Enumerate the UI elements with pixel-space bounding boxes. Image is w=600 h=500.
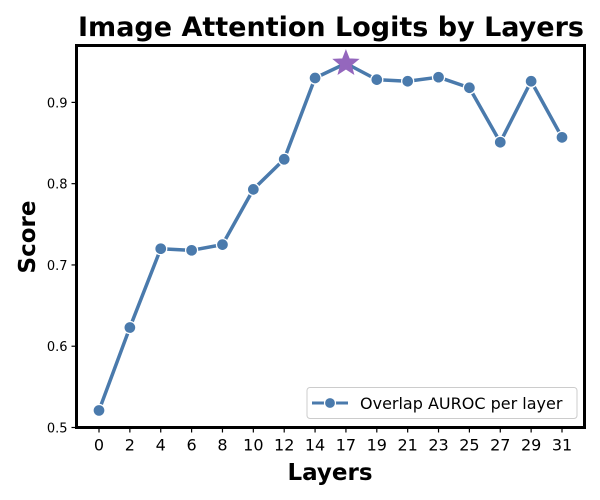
x-axis-label: Layers <box>287 460 372 486</box>
y-tick-label: 0.5 <box>47 422 68 437</box>
x-tick-label: 12 <box>274 436 294 455</box>
x-tick-label: 19 <box>367 436 387 455</box>
x-tick-label: 17 <box>336 436 356 455</box>
data-point <box>524 74 538 88</box>
x-tick-label: 0 <box>94 436 104 455</box>
data-point <box>277 152 291 166</box>
data-point <box>462 81 477 95</box>
x-tick-label: 27 <box>490 436 510 455</box>
x-axis-ticks: 0 2 4 6 8 10 12 14 17 19 21 23 25 27 29 31 <box>94 427 572 455</box>
x-tick-label: 8 <box>217 436 227 455</box>
legend: Overlap AUROC per layer <box>306 387 578 419</box>
x-tick-label: 4 <box>156 436 166 455</box>
x-tick-label: 21 <box>397 436 417 455</box>
data-point <box>370 72 384 87</box>
x-tick-label: 25 <box>459 436 479 455</box>
plot-area-frame <box>75 44 586 429</box>
y-tick-label: 0.6 <box>47 340 68 355</box>
x-tick-label: 29 <box>521 436 541 455</box>
data-point <box>493 135 507 149</box>
y-tick-label: 0.9 <box>47 96 68 111</box>
y-axis-label: Score <box>15 201 41 274</box>
x-tick-label: 31 <box>552 436 572 455</box>
chart-title: Image Attention Logits by Layers <box>78 12 584 43</box>
data-point <box>215 237 230 252</box>
data-point <box>246 182 260 197</box>
y-axis-ticks: 0.5 0.6 0.7 0.8 0.9 <box>47 96 77 437</box>
best-layer-star-marker <box>332 48 360 76</box>
series-layer <box>92 48 569 418</box>
data-point <box>123 320 137 335</box>
x-tick-label: 10 <box>243 436 263 455</box>
legend-marker-swatch <box>323 396 337 410</box>
series-line <box>97 61 564 412</box>
data-point <box>184 243 199 257</box>
x-tick-label: 14 <box>305 436 325 455</box>
data-point <box>308 71 322 85</box>
legend-box <box>306 387 578 419</box>
y-tick-label: 0.7 <box>47 259 68 274</box>
y-tick-label: 0.8 <box>47 178 68 193</box>
data-point <box>401 74 415 88</box>
x-tick-label: 6 <box>187 436 197 455</box>
data-point <box>154 242 168 256</box>
x-tick-label: 2 <box>125 436 135 455</box>
data-point <box>555 130 569 144</box>
legend-entry-label: Overlap AUROC per layer <box>360 394 563 413</box>
data-point <box>431 70 446 84</box>
data-point <box>92 403 106 418</box>
x-tick-label: 23 <box>428 436 448 455</box>
